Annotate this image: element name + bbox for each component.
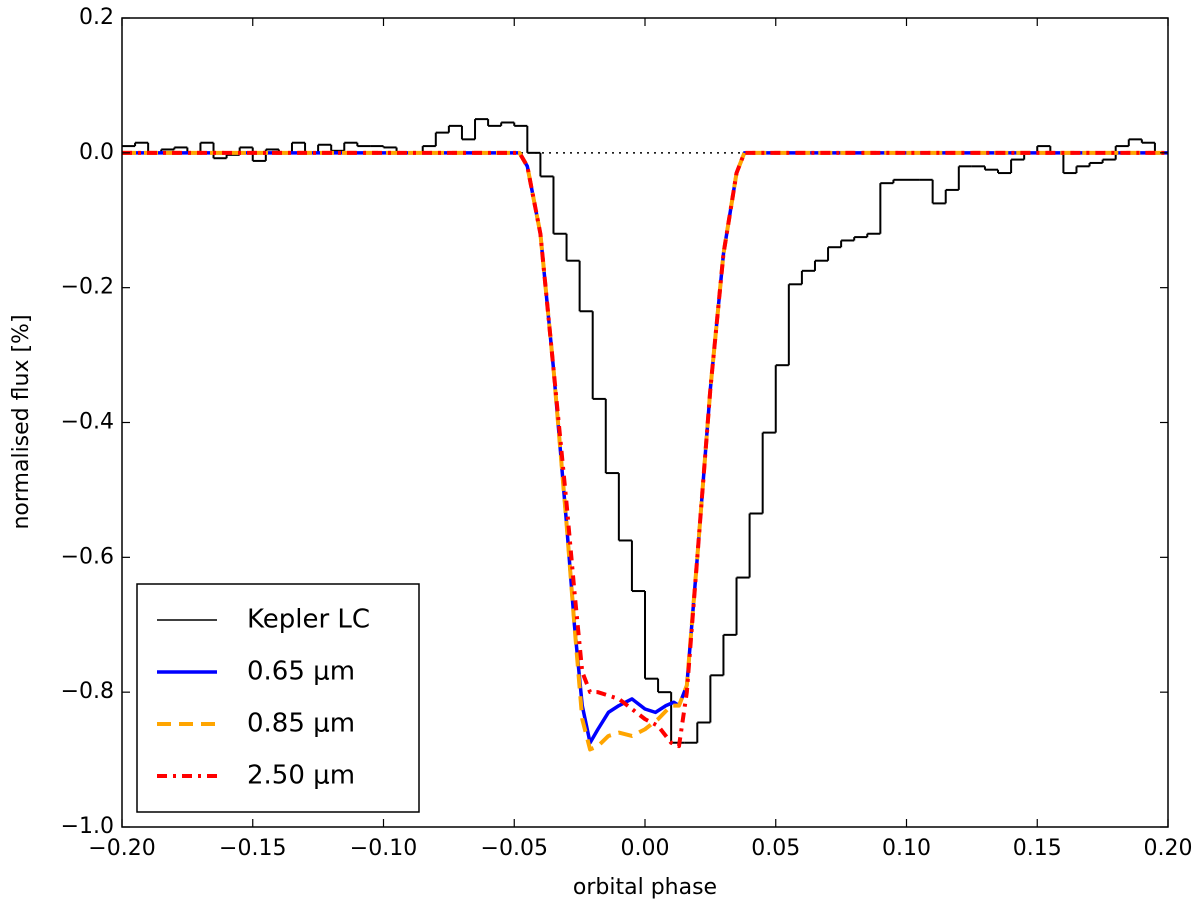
y-axis-label: normalised flux [%] xyxy=(9,314,34,529)
legend-label: 0.85 μm xyxy=(247,709,355,739)
x-tick-label: −0.10 xyxy=(350,836,417,861)
y-tick-label: −0.4 xyxy=(61,410,114,435)
x-tick-label: 0.05 xyxy=(751,836,800,861)
y-tick-label: 0.0 xyxy=(79,140,114,165)
x-tick-label: −0.05 xyxy=(481,836,548,861)
x-tick-label: 0.15 xyxy=(1013,836,1062,861)
x-tick-label: 0.20 xyxy=(1144,836,1193,861)
y-tick-label: 0.2 xyxy=(79,5,114,30)
legend-label: 0.65 μm xyxy=(247,657,355,687)
line xyxy=(122,150,1168,752)
legend-label: Kepler LC xyxy=(247,605,370,635)
x-tick-label: 0.00 xyxy=(621,836,670,861)
x-axis-label: orbital phase xyxy=(573,875,717,900)
y-tick-label: −0.8 xyxy=(61,679,114,704)
x-tick-label: −0.20 xyxy=(88,836,155,861)
legend-label: 2.50 μm xyxy=(247,761,355,791)
y-tick-label: −0.6 xyxy=(61,544,114,569)
line xyxy=(122,150,1168,749)
x-tick-label: −0.15 xyxy=(219,836,286,861)
x-tick-label: 0.10 xyxy=(882,836,931,861)
y-tick-label: −0.2 xyxy=(61,275,114,300)
y-tick-label: −1.0 xyxy=(61,814,114,839)
